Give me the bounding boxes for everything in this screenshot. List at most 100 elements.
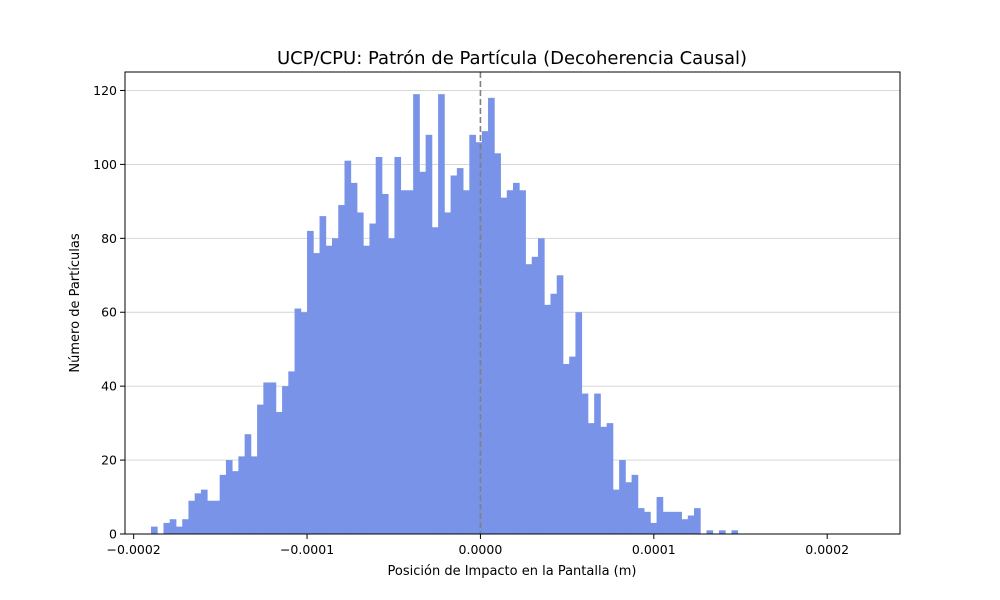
histogram-bar-23 [294, 308, 302, 534]
histogram-bar-42 [413, 94, 420, 535]
histogram-bar-50 [463, 190, 470, 534]
y-axis-ticks: 0 20 40 60 80 100 120 [93, 83, 125, 542]
histogram-bar-77 [631, 474, 639, 534]
histogram-bar-62 [537, 238, 545, 534]
histogram-bar-35 [369, 223, 377, 534]
histogram-bar-6 [188, 500, 196, 534]
histogram-bar-40 [400, 190, 408, 534]
histogram-bar-54 [488, 97, 495, 534]
histogram-bar-43 [419, 171, 427, 535]
histogram-bar-7 [194, 493, 202, 534]
histogram-bar-0 [151, 526, 158, 534]
histogram-bar-60 [525, 264, 533, 534]
histogram-bar-76 [625, 482, 633, 534]
histogram-bar-87 [694, 508, 701, 534]
histogram-bars [151, 94, 739, 535]
histogram-bar-11 [219, 474, 227, 534]
histogram-bar-19 [269, 382, 277, 534]
histogram-bar-68 [575, 312, 583, 534]
x-tick-label-4: 0.0002 [805, 542, 849, 557]
histogram-bar-28 [325, 245, 333, 534]
x-axis-label: Posición de Impacto en la Pantalla (m) [388, 564, 637, 579]
histogram-bar-3 [169, 519, 177, 534]
histogram-bar-65 [556, 275, 564, 534]
histogram-bar-12 [225, 460, 233, 534]
y-tick-label-1: 20 [101, 453, 117, 468]
histogram-bar-53 [481, 131, 489, 535]
histogram-bar-41 [406, 190, 414, 534]
histogram-bar-37 [381, 193, 389, 534]
x-axis-ticks: −0.0002 −0.0001 0.0000 0.0001 0.0002 [107, 534, 849, 557]
histogram-bar-44 [425, 134, 433, 534]
histogram-bar-69 [581, 393, 589, 534]
histogram-bar-55 [494, 153, 501, 534]
histogram-bar-24 [300, 312, 308, 534]
y-tick-label-2: 40 [101, 379, 117, 394]
histogram-bar-70 [587, 423, 595, 534]
histogram-bar-61 [531, 256, 539, 534]
histogram-bar-9 [207, 500, 214, 534]
histogram-bar-26 [313, 253, 320, 534]
histogram-bar-33 [356, 212, 364, 534]
y-axis-label: Número de Partículas [68, 233, 83, 372]
histogram-bar-89 [706, 530, 714, 534]
histogram-bar-66 [562, 363, 570, 534]
histogram-bar-79 [644, 511, 651, 534]
histogram-bar-47 [444, 212, 452, 534]
histogram-bar-45 [431, 227, 439, 534]
histogram-bar-10 [213, 500, 221, 534]
histogram-bar-16 [250, 456, 258, 534]
histogram-bar-8 [200, 489, 208, 534]
y-tick-label-0: 0 [109, 527, 117, 542]
histogram-bar-57 [506, 190, 514, 534]
histogram-bar-21 [282, 386, 289, 534]
histogram-bar-51 [469, 134, 476, 534]
plot-frame [124, 71, 901, 535]
histogram-bar-81 [656, 497, 664, 534]
histogram-bar-14 [238, 456, 246, 534]
histogram-bar-52 [475, 142, 483, 534]
histogram-bar-38 [388, 238, 395, 534]
histogram-bar-17 [257, 404, 264, 534]
y-tick-label-3: 60 [101, 305, 117, 320]
histogram-bar-20 [275, 412, 283, 534]
x-tick-label-0: −0.0002 [107, 542, 161, 557]
y-tick-label-4: 80 [101, 231, 117, 246]
histogram-bar-86 [687, 515, 695, 534]
histogram-bar-67 [569, 356, 576, 534]
histogram-bar-64 [550, 293, 558, 534]
x-tick-label-2: 0.0000 [459, 542, 503, 557]
histogram-bar-36 [375, 157, 383, 534]
histogram-bar-34 [363, 245, 370, 534]
histogram-bar-93 [731, 530, 739, 534]
histogram-bar-27 [319, 216, 327, 535]
histogram-bar-48 [450, 175, 458, 534]
histogram-bar-80 [650, 522, 657, 534]
histogram-bar-75 [619, 460, 626, 534]
x-tick-label-3: 0.0001 [632, 542, 676, 557]
histogram-bar-56 [500, 197, 508, 534]
histogram-bar-58 [513, 182, 520, 534]
histogram-bar-31 [344, 160, 352, 535]
chart-title: UCP/CPU: Patrón de Partícula (Decoherenc… [277, 48, 747, 69]
histogram-bar-2 [163, 522, 171, 534]
histogram-bar-5 [182, 519, 189, 534]
histogram-bar-83 [669, 511, 676, 534]
histogram-bar-84 [675, 511, 682, 534]
histogram-bar-18 [263, 382, 270, 534]
histogram-bar-73 [606, 423, 614, 534]
histogram-bar-72 [600, 426, 608, 534]
histogram-bar-13 [232, 471, 239, 534]
histogram-bar-15 [244, 434, 252, 534]
histogram-bar-25 [307, 230, 314, 535]
histogram-bar-49 [456, 168, 464, 534]
y-tick-label-5: 100 [93, 157, 117, 172]
y-tick-label-6: 120 [93, 83, 117, 98]
histogram-bar-59 [519, 190, 526, 534]
histogram-bar-82 [662, 511, 670, 534]
histogram-bar-91 [718, 530, 726, 534]
histogram-bar-39 [394, 157, 402, 534]
histogram-bar-4 [175, 526, 183, 534]
histogram-bar-30 [338, 205, 345, 534]
